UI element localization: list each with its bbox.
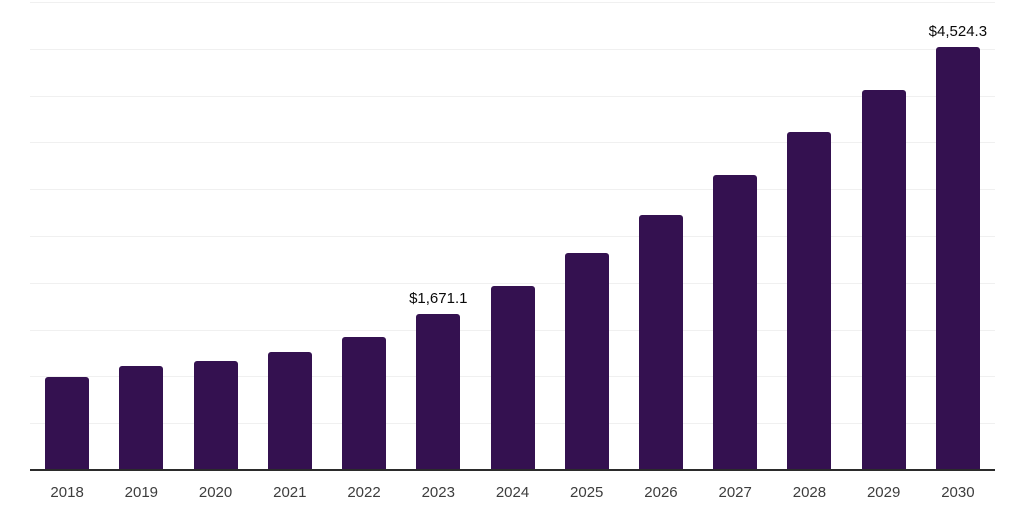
- gridline-3500: [30, 142, 995, 144]
- bar-2021: [267, 352, 312, 470]
- bar-2029: [861, 89, 906, 470]
- bar-2020: [193, 361, 238, 470]
- x-tick-2028: 2028: [792, 484, 827, 501]
- x-tick-2030: 2030: [941, 484, 975, 501]
- gridline-4000: [30, 95, 995, 97]
- bar-2030: [935, 46, 980, 470]
- x-tick-2019: 2019: [124, 484, 159, 501]
- x-tick-2026: 2026: [644, 484, 678, 501]
- gridline-5000: [30, 2, 995, 3]
- x-tick-2029: 2029: [866, 484, 901, 501]
- x-tick-2018: 2018: [50, 484, 84, 501]
- gridline-4500: [30, 48, 995, 50]
- bar-2023: [416, 313, 461, 470]
- gridline-3000: [30, 189, 995, 191]
- bar-2025: [564, 252, 609, 470]
- bar-2018: [45, 376, 90, 470]
- gridline-2000: [30, 282, 995, 284]
- bar-2027: [713, 175, 758, 470]
- x-tick-2024: 2024: [495, 484, 530, 501]
- data-label-2030: $4,524.3: [928, 22, 988, 40]
- gridline-2500: [30, 236, 995, 237]
- x-tick-2022: 2022: [347, 484, 381, 501]
- bar-2028: [787, 132, 832, 470]
- bar-2026: [638, 215, 683, 470]
- x-tick-2025: 2025: [570, 484, 604, 501]
- data-label-2023: $1,671.1: [409, 289, 468, 307]
- bar-2019: [119, 366, 164, 470]
- x-axis-line: [30, 469, 995, 471]
- x-tick-2027: 2027: [718, 484, 752, 501]
- bar-2024: [490, 286, 535, 470]
- x-tick-2021: 2021: [273, 484, 307, 501]
- bar-2022: [342, 337, 387, 470]
- x-tick-2023: 2023: [421, 484, 455, 501]
- x-tick-2020: 2020: [198, 484, 233, 501]
